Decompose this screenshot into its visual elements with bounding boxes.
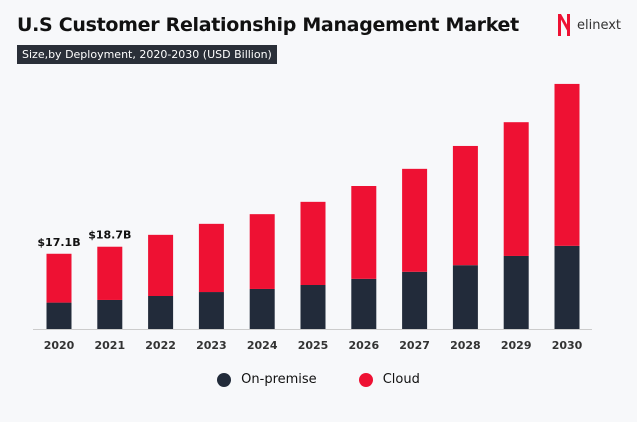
bar-on-premise-2025 [300,285,326,329]
logo-mark-icon [558,14,570,36]
bar-cloud-2024 [249,214,275,289]
bar-on-premise-2027 [402,271,428,329]
bar-cloud-2026 [351,186,377,279]
x-tick-label: 2023 [196,339,227,352]
bar-cloud-2022 [148,234,174,296]
legend-swatch-cloud [358,372,373,387]
x-tick-label: 2030 [552,339,583,352]
x-tick-label: 2026 [348,339,379,352]
bar-cloud-2030 [554,83,580,246]
bar-on-premise-2020 [46,302,72,329]
bar-on-premise-2030 [554,245,580,329]
bar-on-premise-2026 [351,278,377,329]
x-tick-label: 2029 [501,339,532,352]
bar-cloud-2020 [46,253,72,303]
bar-on-premise-2024 [249,288,275,329]
bar-on-premise-2022 [148,296,174,329]
chart-title: U.S Customer Relationship Management Mar… [17,14,519,36]
bar-on-premise-2029 [503,255,529,329]
legend-item-on-premise: On-premise [217,372,317,387]
logo-text: elinext [577,17,622,33]
legend-swatch-on-premise [217,372,232,387]
legend: On-premise Cloud [0,372,637,387]
bar-cloud-2028 [452,145,478,266]
bar-on-premise-2028 [452,265,478,329]
elinext-logo: elinext [557,14,621,36]
x-tick-label: 2028 [450,339,481,352]
x-tick-label: 2020 [44,339,75,352]
bar-on-premise-2023 [198,292,224,329]
legend-label: On-premise [241,372,317,387]
x-tick-label: 2021 [94,339,125,352]
bar-cloud-2027 [402,168,428,272]
x-tick-label: 2027 [399,339,430,352]
data-label: $18.7B [88,229,131,242]
x-tick-label: 2025 [298,339,329,352]
bar-cloud-2029 [503,122,529,256]
x-tick-label: 2024 [247,339,278,352]
bar-cloud-2025 [300,201,326,285]
bar-cloud-2021 [97,246,123,300]
legend-label: Cloud [382,372,420,387]
chart-subtitle: Size,by Deployment, 2020-2030 (USD Billi… [17,45,277,64]
data-label: $17.1B [37,236,80,249]
bar-cloud-2023 [198,223,224,293]
bar-on-premise-2021 [97,299,123,329]
x-tick-label: 2022 [145,339,176,352]
legend-item-cloud: Cloud [358,372,420,387]
